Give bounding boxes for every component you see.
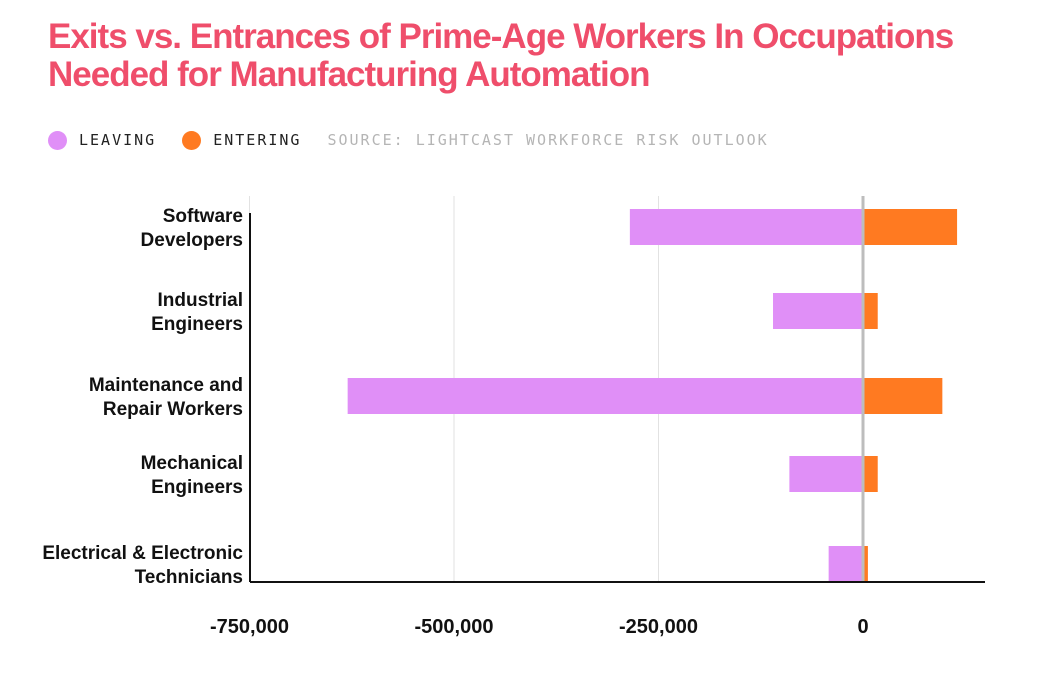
- x-tick-label-1: -500,000: [415, 616, 494, 638]
- legend-label-leaving: LEAVING: [79, 131, 157, 149]
- bar-leaving-4: [828, 546, 863, 582]
- source-note: SOURCE: LIGHTCAST WORKFORCE RISK OUTLOOK: [327, 131, 769, 149]
- legend: LEAVING ENTERING SOURCE: LIGHTCAST WORKF…: [48, 130, 769, 150]
- x-tick-label-3: 0: [857, 616, 868, 638]
- x-tick-label-2: -250,000: [619, 616, 698, 638]
- category-label-3-line-1: Engineers: [151, 477, 243, 498]
- legend-swatch-leaving: [48, 130, 67, 150]
- category-label-4-line-0: Electrical & Electronic: [42, 543, 243, 564]
- bar-entering-4: [863, 546, 868, 582]
- category-label-2-line-1: Repair Workers: [103, 399, 243, 420]
- category-label-0-line-0: Software: [163, 206, 243, 227]
- bar-leaving-1: [773, 293, 863, 329]
- bar-leaving-2: [347, 378, 863, 414]
- bar-leaving-0: [629, 209, 863, 245]
- bar-entering-1: [863, 293, 878, 329]
- category-label-3-line-0: Mechanical: [141, 453, 243, 474]
- bar-leaving-3: [789, 456, 863, 492]
- category-label-1-line-1: Engineers: [151, 314, 243, 335]
- chart-title: Exits vs. Entrances of Prime-Age Workers…: [48, 17, 954, 94]
- x-tick-label-0: -750,000: [210, 616, 289, 638]
- category-label-2-line-0: Maintenance and: [89, 375, 243, 396]
- legend-label-entering: ENTERING: [213, 131, 302, 149]
- legend-swatch-entering: [182, 130, 202, 150]
- category-label-1-line-0: Industrial: [157, 290, 243, 311]
- legend-item-entering: ENTERING: [182, 130, 302, 150]
- bar-entering-0: [863, 209, 958, 245]
- legend-item-leaving: LEAVING: [48, 130, 157, 150]
- category-label-4-line-1: Technicians: [135, 567, 243, 588]
- category-label-0-line-1: Developers: [141, 230, 243, 251]
- bar-entering-2: [863, 378, 943, 414]
- bar-entering-3: [863, 456, 878, 492]
